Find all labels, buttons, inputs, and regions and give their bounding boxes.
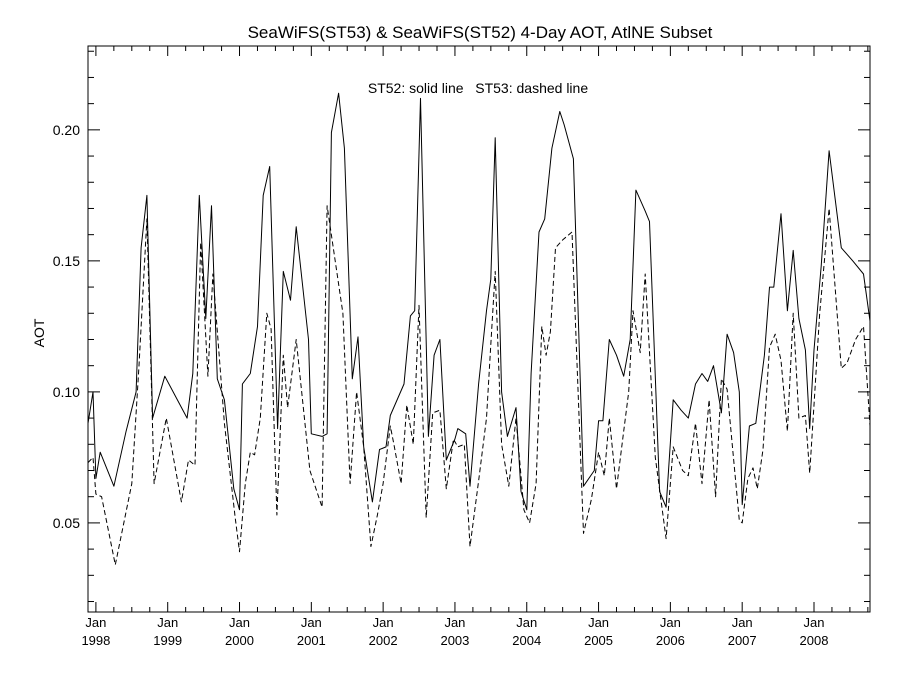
x-tick-year-label: 2002 bbox=[369, 633, 398, 648]
x-tick-month-label: Jan bbox=[373, 615, 394, 630]
x-tick-month-label: Jan bbox=[660, 615, 681, 630]
y-axis-label: AOT bbox=[31, 318, 47, 347]
series-layer bbox=[87, 92, 871, 566]
x-tick-year-label: 2001 bbox=[297, 633, 326, 648]
x-tick-year-label: 2008 bbox=[800, 633, 829, 648]
y-tick-label: 0.15 bbox=[53, 253, 80, 269]
x-tick-month-label: Jan bbox=[229, 615, 250, 630]
line-style-annotation: ST52: solid line ST53: dashed line bbox=[368, 80, 588, 96]
x-tick-year-label: 2004 bbox=[512, 633, 541, 648]
x-tick-month-label: Jan bbox=[804, 615, 825, 630]
x-tick-year-label: 2000 bbox=[225, 633, 254, 648]
x-tick-month-label: Jan bbox=[732, 615, 753, 630]
x-tick-year-label: 1999 bbox=[153, 633, 182, 648]
x-tick-month-label: Jan bbox=[516, 615, 537, 630]
x-tick-year-label: 2007 bbox=[728, 633, 757, 648]
y-tick-label: 0.05 bbox=[53, 515, 80, 531]
x-tick-year-label: 2003 bbox=[440, 633, 469, 648]
plot-frame bbox=[87, 45, 871, 613]
y-tick-label: 0.20 bbox=[53, 122, 80, 138]
x-tick-month-label: Jan bbox=[85, 615, 106, 630]
y-tick-label: 0.10 bbox=[53, 384, 80, 400]
x-tick-year-label: 1998 bbox=[81, 633, 110, 648]
x-tick-year-label: 2006 bbox=[656, 633, 685, 648]
x-tick-year-label: 2005 bbox=[584, 633, 613, 648]
axis-tick-labels: 0.05 0.10 0.15 0.20 Jan 1998 Jan 1999 Jan 2000 Jan… bbox=[53, 122, 829, 648]
x-tick-month-label: Jan bbox=[301, 615, 322, 630]
series-line-st53 bbox=[87, 205, 871, 566]
series-line-st52 bbox=[87, 92, 871, 511]
x-tick-month-label: Jan bbox=[444, 615, 465, 630]
x-tick-month-label: Jan bbox=[157, 615, 178, 630]
x-tick-month-label: Jan bbox=[588, 615, 609, 630]
chart-title: SeaWiFS(ST53) & SeaWiFS(ST52) 4-Day AOT,… bbox=[248, 23, 713, 42]
